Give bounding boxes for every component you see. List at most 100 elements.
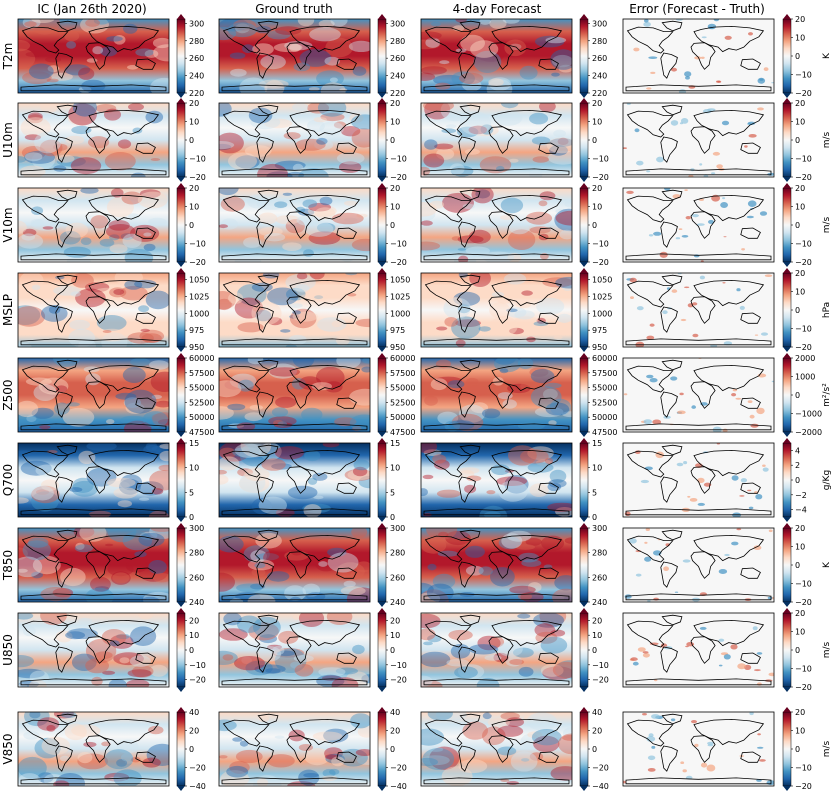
colorbar-tick-label: 240 [390, 598, 405, 607]
map-panel [219, 358, 370, 432]
map-panel [421, 358, 572, 432]
colorbar-tick-label: −20 [390, 676, 407, 685]
coastline [336, 567, 357, 579]
colorbar-tick-label: −10 [795, 580, 812, 589]
coastline [135, 58, 156, 70]
coastline [55, 391, 73, 418]
colorbar-tick-label: 0 [390, 646, 395, 655]
coastline [740, 142, 761, 154]
colorbar-tick-label: −20 [189, 676, 206, 685]
coastline [286, 551, 312, 579]
colorbar-tick-label: 55000 [390, 384, 415, 393]
coastline [256, 561, 274, 588]
coastline [740, 58, 761, 70]
colorbar-tick-label: 0 [390, 136, 395, 145]
coastline [222, 110, 270, 138]
colorbar-tick-label: 20 [795, 524, 805, 533]
colorbar-tick-label: 20 [592, 727, 602, 736]
coastline [56, 614, 78, 626]
colorbar-tick-label: 240 [189, 72, 204, 81]
coastline [21, 719, 69, 747]
colorbar: 20 10 0 −10 −20 m/s [782, 98, 831, 182]
colorbar-tick-label: 52500 [390, 398, 415, 407]
colorbar-tick-label: 10 [189, 203, 199, 212]
colorbar-tick-label: 1050 [592, 276, 612, 285]
coastline [423, 338, 570, 346]
colorbar-tick-label: 0 [795, 391, 800, 400]
colorbar-tick-label: 300 [189, 524, 204, 533]
coastline [135, 751, 156, 763]
coastline [423, 593, 570, 601]
coastline [459, 274, 481, 286]
coastline [257, 104, 279, 116]
colorbar-tick-label: 10 [795, 203, 805, 212]
coastline [85, 211, 111, 239]
coastline [55, 221, 73, 248]
colorbar-tick-label: 0 [795, 561, 800, 570]
colorbar-tick-label: 0 [592, 646, 597, 655]
coastline [423, 508, 570, 516]
colorbar: 40 20 0 −20 −40 [176, 707, 206, 791]
coastline [660, 306, 678, 333]
row-label-z500: Z500 [1, 379, 15, 410]
colorbar: 20 10 0 −10 −20 K [782, 523, 831, 607]
colorbar-tick-label: −10 [189, 240, 206, 249]
colorbar-tick-label: −20 [795, 343, 812, 352]
map-panel [421, 273, 572, 347]
colorbar-tick-label: 300 [592, 524, 607, 533]
colorbar: 20 10 0 −10 −20 [579, 608, 609, 692]
coastline [424, 26, 472, 54]
unit-label: K [822, 52, 831, 59]
coastline [538, 652, 559, 664]
coastline [135, 227, 156, 239]
coastline [626, 280, 674, 308]
coastline [740, 567, 761, 579]
coastline [488, 466, 514, 494]
map-panel [18, 528, 169, 602]
colorbar: 20 10 0 −10 −20 [176, 183, 206, 267]
map-panel [219, 443, 370, 517]
coastline [20, 593, 167, 601]
coastline [85, 381, 111, 409]
coastline [336, 652, 357, 664]
map-panel [623, 712, 774, 786]
colorbar-tick-label: 950 [189, 343, 204, 352]
coastline [85, 466, 111, 494]
coastline [626, 195, 674, 223]
colorbar-tick-label: 0 [189, 221, 194, 230]
colorbar-tick-label: 0 [592, 513, 597, 522]
coastline [690, 466, 716, 494]
coastline [424, 620, 472, 648]
colorbar-tick-label: 0 [795, 745, 800, 754]
coastline [56, 274, 78, 286]
colorbar-tick-label: 0 [592, 745, 597, 754]
unit-label: K [822, 561, 831, 568]
colorbar: 40 20 0 −20 −40 [377, 707, 407, 791]
coastline [221, 593, 368, 601]
colorbar: 60000 57500 55000 52500 50000 47500 [377, 353, 415, 437]
colorbar-tick-label: −20 [189, 764, 206, 773]
coastline [660, 476, 678, 503]
coastline [286, 381, 312, 409]
colorbar-tick-label: 20 [592, 184, 602, 193]
coastline [20, 777, 167, 785]
colorbar-tick-label: −20 [795, 258, 812, 267]
coastline [625, 593, 772, 601]
coastline [458, 136, 476, 163]
coastline [488, 735, 514, 763]
coastline [21, 195, 69, 223]
colorbar-tick-label: −2 [795, 491, 807, 500]
colorbar-tick-label: 20 [592, 616, 602, 625]
coastline [257, 359, 279, 371]
map-panel [623, 528, 774, 602]
colorbar: 60000 57500 55000 52500 50000 47500 [176, 353, 214, 437]
coastline [135, 567, 156, 579]
colorbar-tick-label: 260 [592, 54, 607, 63]
coastline [459, 20, 481, 32]
coastline [458, 745, 476, 772]
coastline [459, 713, 481, 725]
col-title-ic: IC (Jan 26th 2020) [37, 2, 146, 16]
coastline [85, 636, 111, 664]
unit-label: m²/s² [822, 383, 831, 407]
coastline [256, 476, 274, 503]
